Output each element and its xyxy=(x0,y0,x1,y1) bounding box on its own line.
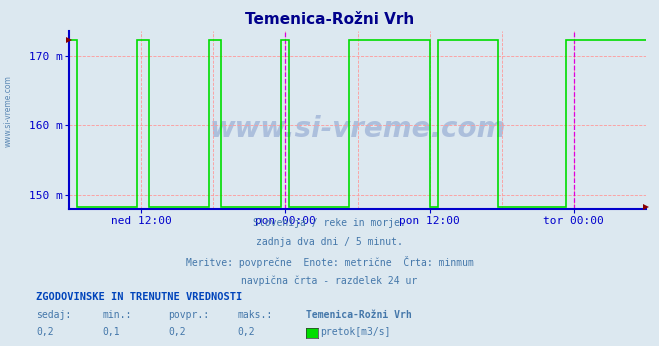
Text: Meritve: povprečne  Enote: metrične  Črta: minmum: Meritve: povprečne Enote: metrične Črta:… xyxy=(186,256,473,268)
Text: Slovenija / reke in morje.: Slovenija / reke in morje. xyxy=(253,218,406,228)
Text: povpr.:: povpr.: xyxy=(168,310,209,320)
Text: Temenica-Rožni Vrh: Temenica-Rožni Vrh xyxy=(245,12,414,27)
Text: zadnja dva dni / 5 minut.: zadnja dva dni / 5 minut. xyxy=(256,237,403,247)
Text: 0,2: 0,2 xyxy=(168,327,186,337)
Text: navpična črta - razdelek 24 ur: navpična črta - razdelek 24 ur xyxy=(241,275,418,285)
Text: min.:: min.: xyxy=(102,310,132,320)
Text: 0,2: 0,2 xyxy=(36,327,54,337)
Text: www.si-vreme.com: www.si-vreme.com xyxy=(210,115,505,143)
Text: Temenica-Rožni Vrh: Temenica-Rožni Vrh xyxy=(306,310,412,320)
Text: ZGODOVINSKE IN TRENUTNE VREDNOSTI: ZGODOVINSKE IN TRENUTNE VREDNOSTI xyxy=(36,292,243,302)
Text: www.si-vreme.com: www.si-vreme.com xyxy=(3,75,13,147)
Text: 0,2: 0,2 xyxy=(237,327,255,337)
Text: sedaj:: sedaj: xyxy=(36,310,71,320)
Text: 0,1: 0,1 xyxy=(102,327,120,337)
Text: maks.:: maks.: xyxy=(237,310,272,320)
Text: pretok[m3/s]: pretok[m3/s] xyxy=(320,327,391,337)
